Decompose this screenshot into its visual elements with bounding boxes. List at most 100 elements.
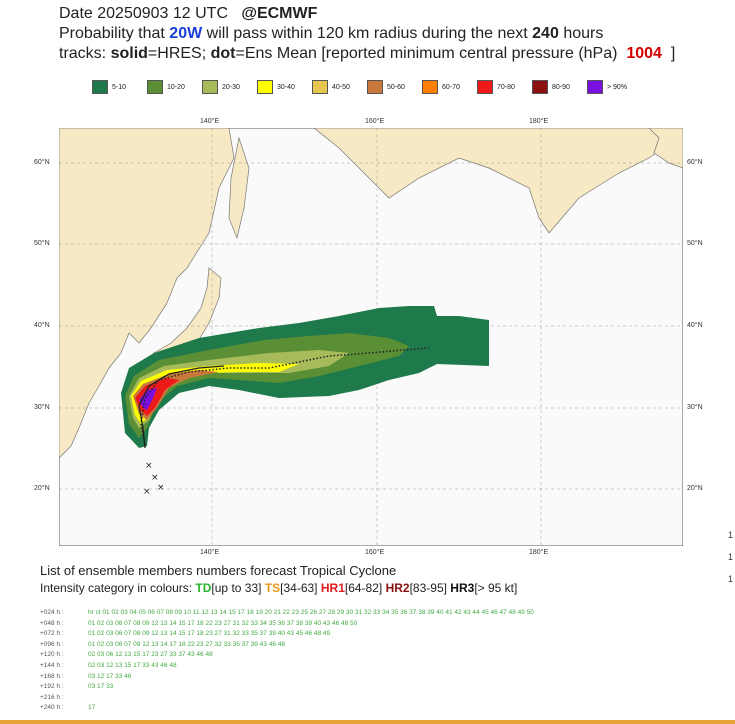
lon-top-180: 180°E	[529, 118, 549, 125]
row-members: hr ct 01 02 03 04 05 06 07 08 09 10 11 1…	[88, 609, 534, 616]
svg-text:×: ×	[151, 473, 159, 483]
lon-top-140: 140°E	[200, 118, 220, 125]
row-members: 02 03 12 13 15 17 33 43 46 48	[88, 661, 177, 669]
row-members: 01 02 03 06 07 08 09 12 13 14 15 17 18 2…	[88, 630, 331, 638]
lon-bottom-180: 180°E	[529, 549, 549, 556]
prob-prefix: Probability that	[59, 25, 165, 42]
dot-label: dot	[210, 45, 236, 62]
intensity-line: Intensity category in colours: TD[up to …	[40, 581, 517, 595]
legend-swatch	[532, 80, 548, 94]
alaska-landmass	[648, 128, 683, 169]
lon-top-160: 160°E	[365, 118, 385, 125]
legend-swatch	[477, 80, 493, 94]
row-lead-time: +168 h :	[40, 672, 64, 680]
legend-label: 10-20	[167, 83, 185, 91]
track-markers: × × × ×	[143, 461, 165, 497]
hr3-desc: [> 95 kt]	[474, 581, 518, 595]
members-table: +024 h : hr ct 01 02 03 04 05 06 07 08 09…	[40, 608, 534, 714]
table-row: +168 h : 03 12 17 33 46	[40, 672, 534, 683]
legend-swatch	[422, 80, 438, 94]
legend-label: 50-60	[387, 83, 405, 91]
brand-text: @ECMWF	[241, 5, 318, 22]
row-lead-time: +192 h :	[40, 683, 64, 691]
legend-label: 5-10	[112, 83, 127, 91]
row-members: 17	[88, 704, 96, 712]
svg-text:×: ×	[145, 461, 153, 471]
row-lead-time: +072 h :	[40, 630, 64, 638]
legend-item: 40-50	[312, 80, 367, 94]
legend-item: 80-90	[532, 80, 587, 94]
dot-desc: =Ens Mean [reported minimum central pres…	[235, 45, 618, 62]
lat-right-60: 60°N	[687, 159, 703, 166]
ts-desc: [34-63]	[280, 581, 318, 595]
legend-item: 50-60	[367, 80, 422, 94]
date-text: Date 20250903 12 UTC	[59, 5, 228, 22]
hres-track	[138, 365, 225, 449]
header-line-3: tracks: solid=HRES; dot=Ens Mean [report…	[59, 44, 675, 64]
legend-label: 20-30	[222, 83, 240, 91]
row-members: 03 17 33	[88, 683, 114, 691]
row-lead-time: +096 h :	[40, 640, 64, 648]
td-desc: [up to 33]	[211, 581, 262, 595]
ts-label: TS	[264, 581, 281, 595]
header-line-2: Probability that 20W will pass within 12…	[59, 24, 603, 44]
legend-swatch	[257, 80, 273, 94]
solid-label: solid	[110, 45, 148, 62]
prob-mid: will pass within 120 km radius during th…	[206, 25, 528, 42]
row-lead-time: +216 h :	[40, 693, 64, 701]
lat-left-60: 60°N	[34, 159, 50, 166]
bracket-end: ]	[670, 45, 676, 62]
hours-value: 240	[532, 25, 559, 42]
td-label: TD	[195, 581, 212, 595]
legend-swatch	[147, 80, 163, 94]
table-row: +024 h : hr ct 01 02 03 04 05 06 07 08 09…	[40, 608, 534, 619]
storm-id: 20W	[169, 25, 203, 42]
edge-number-1: 1	[728, 530, 734, 540]
lat-right-40: 40°N	[687, 322, 703, 329]
table-row: +240 h : 17	[40, 703, 534, 714]
legend-item: 70-80	[477, 80, 532, 94]
legend-label: 70-80	[497, 83, 515, 91]
asia-landmass	[59, 128, 235, 459]
probability-map: × × × ×	[59, 128, 683, 546]
lat-left-50: 50°N	[34, 240, 50, 247]
legend-item: 60-70	[422, 80, 477, 94]
legend-swatch	[367, 80, 383, 94]
header-line-1: Date 20250903 12 UTC @ECMWF	[59, 4, 317, 24]
legend-swatch	[92, 80, 108, 94]
row-members: 02 03 06 12 13 15 17 23 27 33 37 43 46 4…	[88, 651, 213, 659]
table-row: +144 h : 02 03 12 13 15 17 33 43 46 48	[40, 661, 534, 672]
lat-left-20: 20°N	[34, 485, 50, 492]
table-row: +072 h : 01 02 03 06 07 08 09 12 13 14 15…	[40, 629, 534, 640]
tracks-prefix: tracks:	[59, 45, 107, 62]
lon-bottom-140: 140°E	[200, 549, 220, 556]
legend-item: 10-20	[147, 80, 202, 94]
table-row: +192 h : 03 17 33	[40, 682, 534, 693]
table-row: +048 h : 01 02 03 06 07 08 09 12 13 14 15…	[40, 619, 534, 630]
legend-item: 30-40	[257, 80, 312, 94]
table-row: +120 h : 02 03 06 12 13 15 17 23 27 33 37…	[40, 650, 534, 661]
lat-right-50: 50°N	[687, 240, 703, 247]
prob-suffix: hours	[563, 25, 604, 42]
legend-item: > 90%	[587, 80, 642, 94]
row-lead-time: +120 h :	[40, 651, 64, 659]
legend-swatch	[587, 80, 603, 94]
row-members: 03 12 17 33 46	[88, 672, 132, 680]
edge-number-3: 1	[728, 574, 734, 584]
intensity-prefix: Intensity category in colours:	[40, 581, 193, 595]
hr1-desc: [64-82]	[344, 581, 383, 595]
lat-left-40: 40°N	[34, 322, 50, 329]
solid-desc: =HRES;	[147, 45, 207, 62]
legend-label: 60-70	[442, 83, 460, 91]
row-lead-time: +024 h :	[40, 609, 64, 616]
hr2-label: HR2	[385, 581, 410, 595]
edge-number-2: 1	[728, 552, 734, 562]
lat-left-30: 30°N	[34, 404, 50, 411]
members-title: List of ensemble members numbers forecas…	[40, 563, 397, 578]
lat-right-30: 30°N	[687, 404, 703, 411]
hr3-label: HR3	[450, 581, 475, 595]
svg-text:×: ×	[157, 483, 165, 493]
row-lead-time: +240 h :	[40, 704, 64, 712]
legend-label: 40-50	[332, 83, 350, 91]
legend-item: 20-30	[202, 80, 257, 94]
